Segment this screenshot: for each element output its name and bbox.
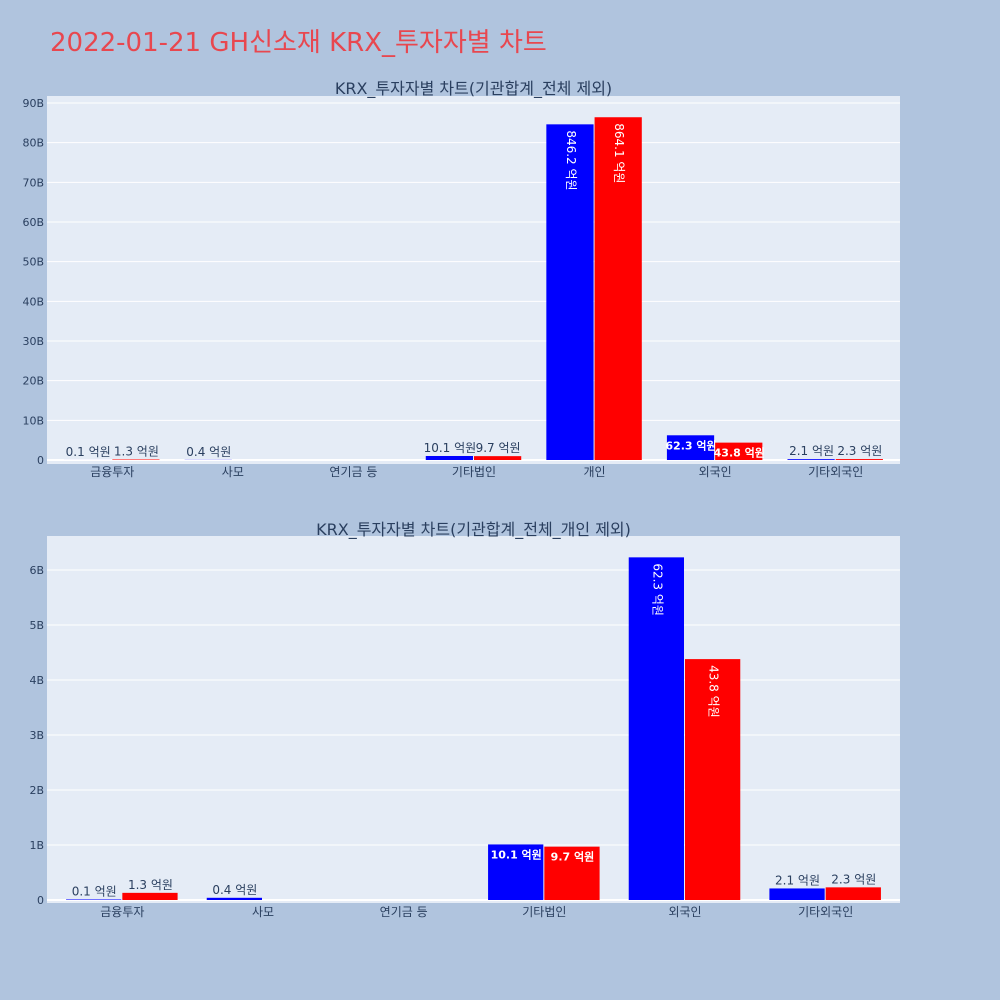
bar-series-b [474,456,522,460]
data-label: 2.1 억원 [775,873,820,887]
y-tick-label: 0 [37,454,44,467]
x-tick-label: 기타외국인 [798,905,853,919]
y-tick-label: 80B [22,137,44,150]
data-label: 10.1 억원 [491,847,542,861]
y-tick-label: 1B [29,839,44,852]
data-label: 1.3 억원 [114,444,159,458]
data-label: 0.4 억원 [212,883,257,897]
y-tick-label: 30B [22,335,44,348]
y-tick-label: 70B [22,176,44,189]
bar-series-a [425,455,473,460]
data-label: 62.3 억원 [650,563,664,616]
y-tick-label: 10B [22,414,44,427]
data-label: 0.4 억원 [186,445,231,459]
x-tick-label: 외국인 [668,905,701,919]
x-tick-label: 개인 [584,465,606,479]
x-tick-label: 사모 [222,465,244,479]
chart-title: KRX_투자자별 차트(기관합계_전체_개인 제외) [316,520,631,540]
bar-series-a [488,844,544,900]
chart-1: KRX_투자자별 차트(기관합계_전체 제외) 0 10B 20B 30B 40B 50B 6… [22,79,900,479]
x-tick-label: 금융투자 [100,905,144,919]
bar-series-a [66,899,122,900]
x-tick-label: 연기금 등 [329,465,377,479]
y-tick-label: 3B [29,729,44,742]
data-label: 43.8 억원 [707,665,721,718]
data-label: 2.3 억원 [837,444,882,458]
y-tick-label: 5B [29,619,44,632]
bar-series-a [787,459,835,460]
data-label: 43.8 억원 [714,446,765,460]
data-label: 10.1 억원 [424,441,477,455]
y-tick-label: 0 [37,894,44,907]
bar-series-a [769,888,825,900]
y-tick-label: 60B [22,216,44,229]
x-tick-label: 외국인 [699,465,732,479]
data-label: 0.1 억원 [66,445,111,459]
data-label: 9.7 억원 [551,850,595,864]
data-label: 0.1 억원 [72,884,117,898]
bar-series-a [546,124,594,460]
x-tick-label: 기타법인 [452,465,496,479]
x-tick-label: 사모 [252,905,274,919]
y-tick-label: 6B [29,564,44,577]
bar-series-b [112,459,160,460]
data-label: 864.1 억원 [612,123,626,183]
x-tick-label: 기타외국인 [808,465,863,479]
data-label: 9.7 억원 [476,441,521,455]
data-label: 1.3 억원 [128,878,173,892]
bar-series-b [685,659,741,900]
y-tick-label: 50B [22,256,44,269]
bar-series-a [628,557,684,900]
x-tick-label: 기타법인 [522,905,566,919]
y-tick-label: 4B [29,674,44,687]
chart-title: KRX_투자자별 차트(기관합계_전체 제외) [335,79,612,99]
bar-series-a [206,897,262,900]
x-tick-label: 연기금 등 [380,905,428,919]
bar-series-a [666,435,715,460]
page-title: 2022-01-21 GH신소재 KRX_투자자별 차트 [50,28,547,58]
y-tick-label: 2B [29,784,44,797]
bar-series-b [594,117,642,461]
bar-series-b [122,892,178,900]
data-label: 62.3 억원 [665,438,716,452]
y-tick-label: 20B [22,375,44,388]
x-tick-label: 금융투자 [90,465,134,479]
plot-area [47,96,900,464]
bar-series-b [544,846,600,900]
data-label: 846.2 억원 [564,130,578,190]
plot-area [47,536,900,903]
y-tick-label: 40B [22,295,44,308]
bar-series-b [835,459,883,460]
data-label: 2.1 억원 [789,444,834,458]
data-label: 2.3 억원 [831,872,876,886]
bar-series-b [825,887,881,900]
chart-2: KRX_투자자별 차트(기관합계_전체_개인 제외) 0 1B 2B 3B 4B 5B 6B 금… [29,520,900,919]
y-tick-label: 90B [22,97,44,110]
bar-series-b [715,442,763,460]
